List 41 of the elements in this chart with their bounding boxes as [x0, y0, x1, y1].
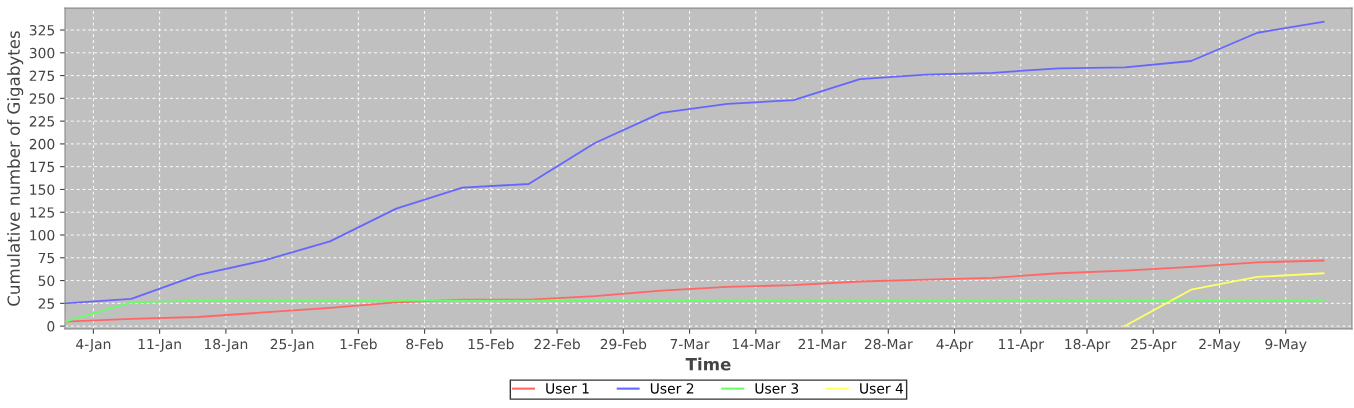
y-axis-title: Cumulative number of Gigabytes: [7, 31, 24, 306]
x-tick-label: 4-Jan: [76, 339, 111, 352]
y-tick-label: 150: [30, 184, 55, 195]
x-tick-label: 25-Jan: [270, 338, 314, 352]
y-tick-label: 125: [30, 207, 55, 218]
y-tick-label: 75: [38, 252, 55, 264]
legend-label: User 4: [860, 383, 904, 394]
x-tick-label: 28-Mar: [864, 338, 913, 350]
x-tick-label: 18-Apr: [1065, 338, 1111, 353]
x-tick-label: 9-May: [1265, 338, 1307, 353]
y-tick-label: 25: [38, 298, 55, 309]
x-tick-label: 15-Feb: [468, 338, 514, 350]
y-tick-label: 300: [29, 47, 55, 59]
x-tick-label: 18-Jan: [204, 338, 248, 352]
legend-label: User 2: [650, 383, 694, 394]
y-tick-label: 250: [29, 93, 55, 104]
y-tick-label: 0: [47, 321, 55, 332]
x-tick-label: 29-Feb: [600, 338, 647, 350]
legend-label: User 3: [755, 383, 799, 394]
y-tick-label: 275: [29, 70, 55, 82]
y-tick-label: 175: [30, 161, 55, 173]
x-tick-label: 7-Mar: [670, 339, 710, 350]
y-tick-label: 100: [30, 229, 55, 241]
y-tick-label: 200: [29, 138, 55, 150]
x-tick-label: 8-Feb: [406, 338, 444, 350]
x-tick-label: 11-Jan: [138, 339, 181, 352]
x-tick-label: 11-Apr: [999, 339, 1044, 353]
x-tick-label: 14-Mar: [732, 339, 781, 350]
y-tick-label: 325: [29, 24, 55, 36]
line-series: [1123, 272, 1325, 328]
x-tick-label: 22-Feb: [534, 338, 580, 350]
x-tick-label: 1-Feb: [340, 338, 377, 350]
x-tick-label: 4-Apr: [936, 339, 974, 353]
x-tick-label: 2-May: [1199, 338, 1241, 353]
legend-label: User 1: [546, 383, 589, 394]
line-series: [64, 20, 1325, 305]
x-axis-title: Time: [685, 357, 731, 371]
y-tick-label: 50: [38, 275, 55, 287]
x-tick-label: 21-Mar: [798, 338, 847, 350]
y-tick-label: 225: [29, 116, 55, 127]
x-tick-label: 25-Apr: [1131, 338, 1177, 353]
